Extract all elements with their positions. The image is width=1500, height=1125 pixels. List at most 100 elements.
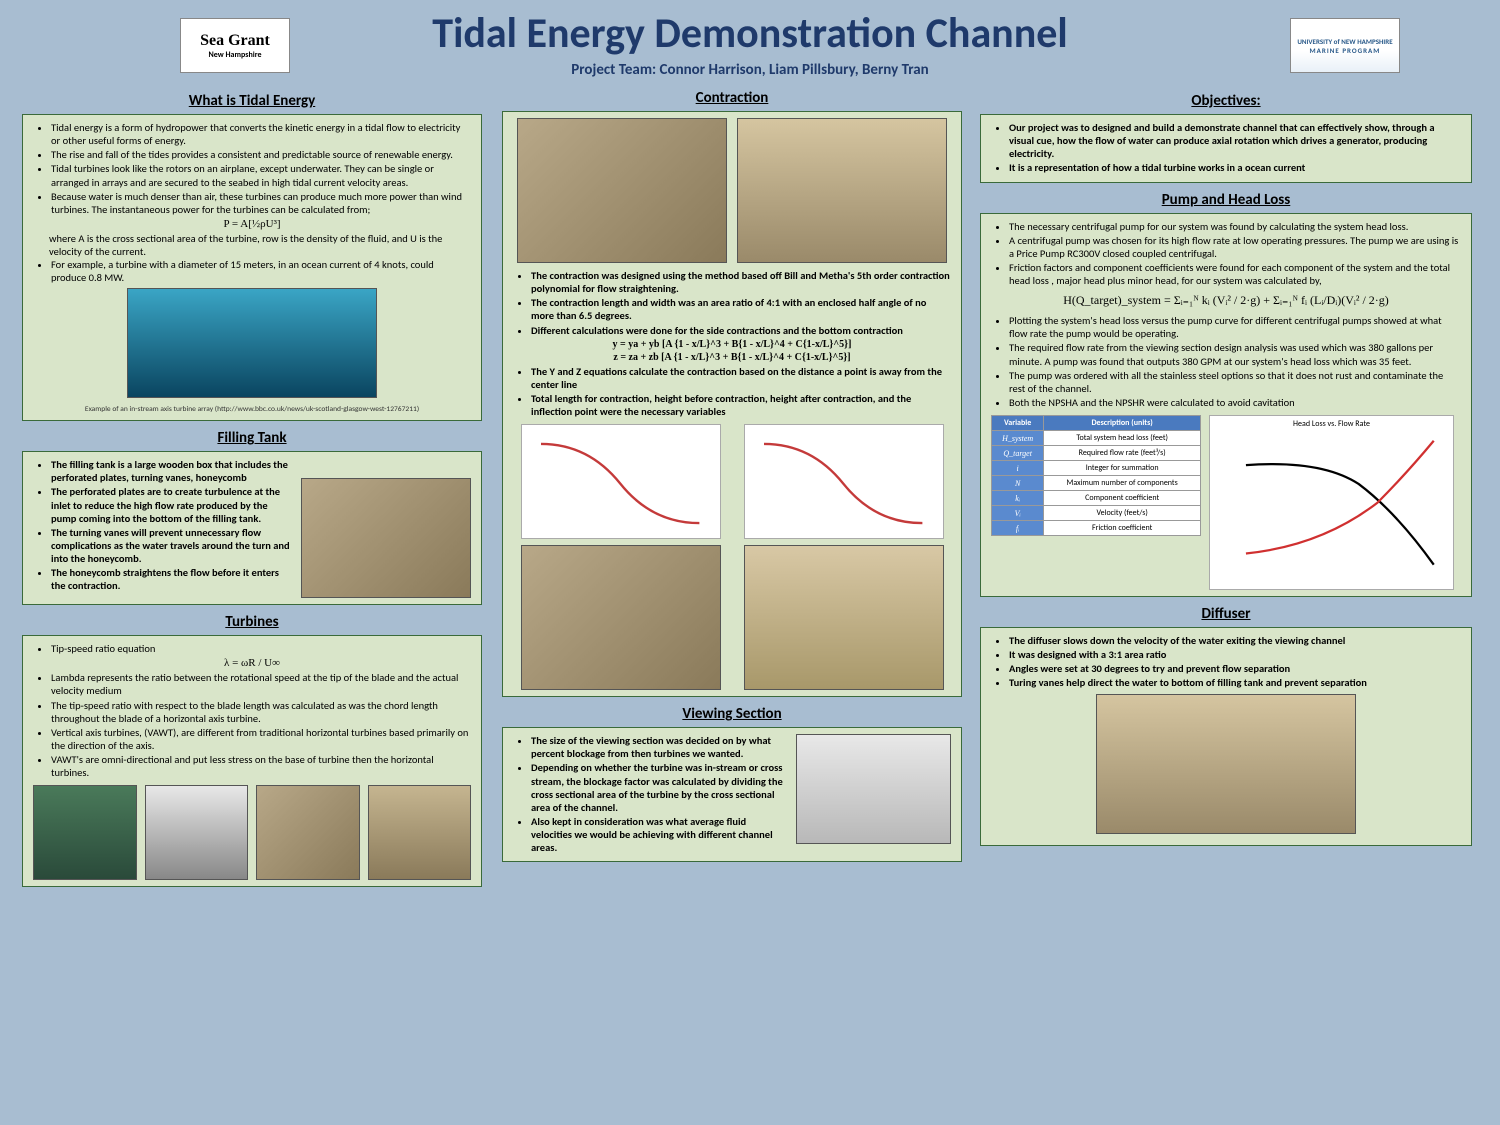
vt-r0c1: Total system head loss (feet) <box>1044 431 1201 446</box>
contraction-heading: Contraction <box>502 89 962 107</box>
turbines-box: Tip-speed ratio equation λ = ωR / U∞ Lam… <box>22 635 482 887</box>
pump-b11: A centrifugal pump was chosen for its hi… <box>1009 234 1461 260</box>
vt-r6c0: fᵢ <box>992 521 1044 536</box>
filling-b1: The perforated plates are to create turb… <box>51 485 293 524</box>
headloss-chart: Head Loss vs. Flow Rate <box>1209 415 1454 590</box>
viewing-heading: Viewing Section <box>502 705 962 723</box>
logo-right-1: UNIVERSITY of NEW HAMPSHIRE <box>1297 37 1392 46</box>
contraction-image-2 <box>737 118 947 263</box>
column-center: Contraction The contraction was designed… <box>502 85 962 870</box>
vt-r4c1: Component coefficient <box>1044 491 1201 506</box>
column-left: What is Tidal Energy Tidal energy is a f… <box>22 88 482 895</box>
variable-table: VariableDescription (units) H_systemTota… <box>991 415 1201 536</box>
headloss-chart-title: Head Loss vs. Flow Rate <box>1210 416 1453 429</box>
vawt-image-1 <box>33 785 137 880</box>
contraction-eq1: y = ya + yb [A {1 - x/L}^3 + B{1 - x/L}^… <box>513 339 951 350</box>
pump-b23: Both the NPSHA and the NPSHR were calcul… <box>1009 396 1461 409</box>
vt-r3c1: Maximum number of components <box>1044 476 1201 491</box>
vt-h1: Variable <box>992 416 1044 431</box>
pump-b20: Plotting the system's head loss versus t… <box>1009 314 1461 340</box>
tidal-b3: Because water is much denser than air, t… <box>51 190 471 216</box>
pump-b22: The pump was ordered with all the stainl… <box>1009 369 1461 395</box>
vawt-image-4 <box>368 785 472 880</box>
diff-b0: The diffuser slows down the velocity of … <box>1009 634 1461 647</box>
vt-r6c1: Friction coefficient <box>1044 521 1201 536</box>
tidal-box: Tidal energy is a form of hydropower tha… <box>22 114 482 421</box>
vawt-image-3 <box>256 785 360 880</box>
contraction-b0: The contraction was designed using the m… <box>531 269 951 295</box>
pump-heading: Pump and Head Loss <box>980 191 1472 209</box>
turbine-array-image <box>127 288 377 398</box>
logo-unh: UNIVERSITY of NEW HAMPSHIRE MARINE PROGR… <box>1290 18 1400 73</box>
logo-right-2: MARINE PROGRAM <box>1297 46 1392 55</box>
turbines-bb3: VAWT's are omni-directional and put less… <box>51 753 471 779</box>
turbines-formula: λ = ωR / U∞ <box>33 657 471 669</box>
viewing-image <box>796 734 951 844</box>
objectives-heading: Objectives: <box>980 92 1472 110</box>
contraction-image-4 <box>744 545 944 690</box>
contraction-image-1 <box>517 118 727 263</box>
contraction-image-3 <box>521 545 721 690</box>
vt-r3c0: N <box>992 476 1044 491</box>
diffuser-image <box>1096 694 1356 834</box>
turbines-heading: Turbines <box>22 613 482 631</box>
viewing-b2: Also kept in consideration was what aver… <box>531 815 788 854</box>
objectives-box: Our project was to designed and build a … <box>980 114 1472 183</box>
vt-r5c0: Vᵢ <box>992 506 1044 521</box>
diff-b3: Turing vanes help direct the water to bo… <box>1009 676 1461 689</box>
vt-r2c0: i <box>992 461 1044 476</box>
obj-b0: Our project was to designed and build a … <box>1009 121 1461 160</box>
pump-b21: The required flow rate from the viewing … <box>1009 341 1461 367</box>
tidal-b0: Tidal energy is a form of hydropower tha… <box>51 121 471 147</box>
contraction-chart-2 <box>744 424 944 539</box>
pump-b12: Friction factors and component coefficie… <box>1009 261 1461 287</box>
vt-r0c0: H_system <box>992 431 1044 446</box>
filling-b0: The filling tank is a large wooden box t… <box>51 458 293 484</box>
logo-sea-grant: Sea Grant New Hampshire <box>180 18 290 73</box>
obj-b1: It is a representation of how a tidal tu… <box>1009 161 1461 174</box>
contraction-chart-1 <box>521 424 721 539</box>
turbines-bb0: Lambda represents the ratio between the … <box>51 671 471 697</box>
vt-r1c0: Q_target <box>992 446 1044 461</box>
turbines-bb2: Vertical axis turbines, (VAWT), are diff… <box>51 726 471 752</box>
tidal-b2: Tidal turbines look like the rotors on a… <box>51 162 471 188</box>
diffuser-box: The diffuser slows down the velocity of … <box>980 627 1472 846</box>
logo-left-2: New Hampshire <box>208 50 261 60</box>
tidal-example: For example, a turbine with a diameter o… <box>51 258 471 284</box>
turbines-bb1: The tip-speed ratio with respect to the … <box>51 699 471 725</box>
filling-tank-image <box>301 478 471 598</box>
diff-b2: Angles were set at 30 degrees to try and… <box>1009 662 1461 675</box>
tidal-after: where A is the cross sectional area of t… <box>33 232 471 258</box>
contraction-b21: Total length for contraction, height bef… <box>531 392 951 418</box>
contraction-eq2: z = za + zb [A {1 - x/L}^3 + B{1 - x/L}^… <box>513 352 951 363</box>
contraction-b20: The Y and Z equations calculate the cont… <box>531 365 951 391</box>
column-right: Objectives: Our project was to designed … <box>980 88 1472 854</box>
vt-r2c1: Integer for summation <box>1044 461 1201 476</box>
contraction-b2: Different calculations were done for the… <box>531 324 951 337</box>
pump-b10: The necessary centrifugal pump for our s… <box>1009 220 1461 233</box>
vt-h2: Description (units) <box>1044 416 1201 431</box>
viewing-b1: Depending on whether the turbine was in-… <box>531 761 788 814</box>
contraction-box: The contraction was designed using the m… <box>502 111 962 697</box>
tidal-b1: The rise and fall of the tides provides … <box>51 148 471 161</box>
filling-b3: The honeycomb straightens the flow befor… <box>51 566 293 592</box>
logo-left-1: Sea Grant <box>200 32 270 50</box>
viewing-b0: The size of the viewing section was deci… <box>531 734 788 760</box>
pump-box: The necessary centrifugal pump for our s… <box>980 213 1472 598</box>
tidal-formula: P = A[½ρU³] <box>33 218 471 230</box>
tidal-heading: What is Tidal Energy <box>22 92 482 110</box>
diff-b1: It was designed with a 3:1 area ratio <box>1009 648 1461 661</box>
vawt-image-2 <box>145 785 249 880</box>
pump-formula: H(Q_target)_system = Σᵢ₌₁ᴺ kᵢ (Vᵢ² / 2·g… <box>991 293 1461 308</box>
filling-b2: The turning vanes will prevent unnecessa… <box>51 526 293 565</box>
diffuser-heading: Diffuser <box>980 605 1472 623</box>
contraction-b1: The contraction length and width was an … <box>531 296 951 322</box>
filling-box: The filling tank is a large wooden box t… <box>22 451 482 605</box>
tidal-caption: Example of an in-stream axis turbine arr… <box>33 405 471 414</box>
viewing-box: The size of the viewing section was deci… <box>502 727 962 862</box>
vt-r4c0: kᵢ <box>992 491 1044 506</box>
vt-r5c1: Velocity (feet/s) <box>1044 506 1201 521</box>
vt-r1c1: Required flow rate (feet³/s) <box>1044 446 1201 461</box>
filling-heading: Filling Tank <box>22 429 482 447</box>
turbines-b1: Tip-speed ratio equation <box>51 642 471 655</box>
